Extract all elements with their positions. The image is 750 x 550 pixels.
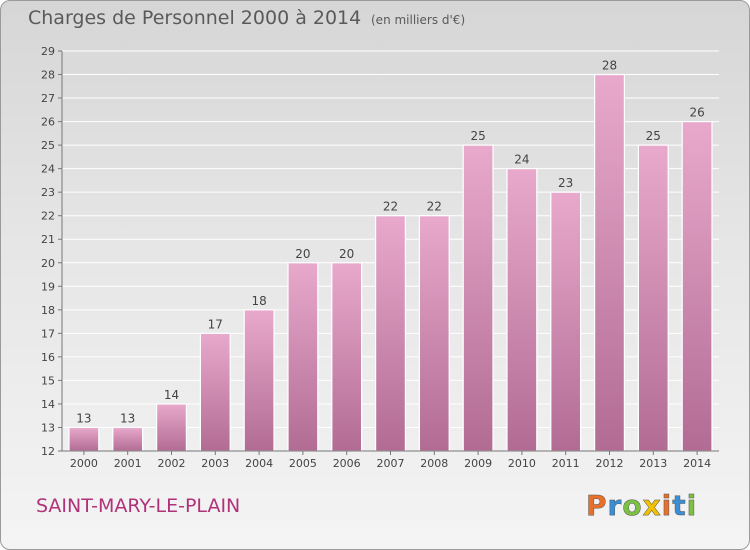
bar-2011 xyxy=(550,191,582,452)
bar-2000 xyxy=(68,426,100,452)
data-label-2004: 18 xyxy=(251,294,266,308)
data-label-2013: 25 xyxy=(646,129,661,143)
x-tick-label-2001: 2001 xyxy=(114,457,142,470)
bar-2003 xyxy=(199,332,231,452)
bar-2012 xyxy=(594,73,625,452)
bar-2007 xyxy=(375,215,406,452)
data-label-2007: 22 xyxy=(383,200,398,214)
bar-2010 xyxy=(506,168,538,452)
x-tick-label-2007: 2007 xyxy=(377,457,405,470)
bar-2014 xyxy=(681,120,713,452)
data-label-2003: 17 xyxy=(208,317,223,331)
data-label-2001: 13 xyxy=(120,411,135,425)
x-tick-label-2005: 2005 xyxy=(289,457,317,470)
x-tick-label-2009: 2009 xyxy=(464,457,492,470)
bar-2005 xyxy=(287,262,319,452)
data-label-2008: 22 xyxy=(427,200,442,214)
x-tick-label-2002: 2002 xyxy=(158,457,186,470)
data-label-2002: 14 xyxy=(164,388,179,402)
y-tick-label: 28 xyxy=(41,69,55,82)
bar-2006 xyxy=(331,262,363,452)
chart-title: Charges de Personnel 2000 à 2014 xyxy=(28,7,362,29)
x-tick-label-2000: 2000 xyxy=(70,457,98,470)
y-tick-label: 19 xyxy=(41,280,55,293)
bar-2013 xyxy=(637,144,669,452)
x-tick-label-2011: 2011 xyxy=(552,457,580,470)
y-tick-label: 17 xyxy=(41,327,55,340)
x-tick-label-2012: 2012 xyxy=(596,457,624,470)
x-tick-label-2006: 2006 xyxy=(333,457,361,470)
y-tick-label: 18 xyxy=(41,304,55,317)
data-label-2012: 28 xyxy=(602,59,617,73)
y-tick-label: 13 xyxy=(41,421,55,434)
y-tick-label: 29 xyxy=(41,45,55,58)
data-label-2005: 20 xyxy=(295,247,310,261)
bar-2002 xyxy=(156,403,187,452)
bar-2004 xyxy=(243,309,275,452)
y-tick-label: 27 xyxy=(41,92,55,105)
proxiti-logo: Proxiti xyxy=(586,489,698,523)
data-label-2006: 20 xyxy=(339,247,354,261)
x-tick-label-2004: 2004 xyxy=(245,457,273,470)
data-label-2000: 13 xyxy=(76,411,91,425)
y-tick-label: 16 xyxy=(41,351,55,364)
y-tick-label: 20 xyxy=(41,257,55,270)
y-tick-label: 15 xyxy=(41,374,55,387)
y-tick-label: 21 xyxy=(41,233,55,246)
bar-2009 xyxy=(462,144,494,452)
bar-2008 xyxy=(418,215,450,452)
y-tick-label: 26 xyxy=(41,116,55,129)
data-label-2009: 25 xyxy=(470,129,485,143)
x-tick-label-2013: 2013 xyxy=(639,457,667,470)
y-tick-label: 25 xyxy=(41,139,55,152)
data-label-2014: 26 xyxy=(689,106,704,120)
x-tick-label-2014: 2014 xyxy=(683,457,711,470)
data-label-2010: 24 xyxy=(514,153,529,167)
y-tick-label: 24 xyxy=(41,163,55,176)
data-label-2011: 23 xyxy=(558,176,573,190)
bar-2001 xyxy=(112,426,144,452)
y-tick-label: 22 xyxy=(41,210,55,223)
location-name: SAINT-MARY-LE-PLAIN xyxy=(36,495,241,517)
x-tick-label-2003: 2003 xyxy=(201,457,229,470)
x-tick-label-2010: 2010 xyxy=(508,457,536,470)
y-tick-label: 23 xyxy=(41,186,55,199)
y-tick-label: 14 xyxy=(41,398,55,411)
chart-subtitle: (en milliers d'€) xyxy=(371,13,466,27)
x-tick-label-2008: 2008 xyxy=(420,457,448,470)
y-tick-label: 12 xyxy=(41,445,55,458)
